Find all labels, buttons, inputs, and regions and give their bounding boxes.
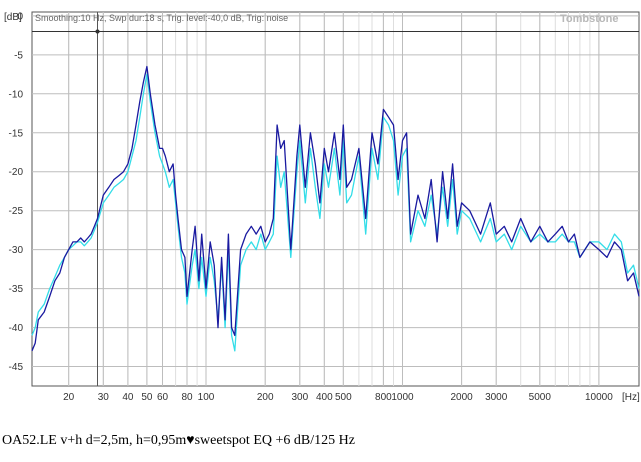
- y-tick-label: -45: [9, 362, 24, 373]
- y-tick-label: -5: [14, 50, 23, 61]
- tick-labels: 20 30 40 50 60 80 100 200 300 400 500 800 1000 2000 30…: [9, 11, 614, 403]
- markers: [32, 12, 639, 386]
- y-tick-label: -25: [9, 206, 24, 217]
- series-lines: [31, 65, 640, 352]
- x-tick-label: 3000: [485, 392, 508, 403]
- x-tick-label: 50: [141, 392, 153, 403]
- cursor-marker[interactable]: [95, 29, 100, 34]
- x-unit-label: [Hz]: [622, 392, 640, 403]
- x-tick-label: 30: [98, 392, 110, 403]
- x-tick-label: 300: [291, 392, 308, 403]
- grid: [32, 12, 639, 386]
- x-tick-label: 800: [375, 392, 392, 403]
- x-tick-label: 500: [335, 392, 352, 403]
- series-line-2: [31, 73, 640, 352]
- x-tick-label: 60: [157, 392, 169, 403]
- y-tick-label: -20: [9, 167, 24, 178]
- x-tick-label: 200: [257, 392, 274, 403]
- series-line-1: [31, 65, 640, 352]
- x-tick-label: 5000: [529, 392, 552, 403]
- y-tick-label: 0: [17, 11, 23, 22]
- watermark: Tombstone: [560, 13, 618, 25]
- x-tick-label: 100: [198, 392, 215, 403]
- x-tick-label: 80: [181, 392, 193, 403]
- y-unit-label: [dB]: [4, 12, 22, 23]
- y-tick-label: -35: [9, 284, 24, 295]
- x-tick-label: 2000: [450, 392, 473, 403]
- x-tick-label: 400: [316, 392, 333, 403]
- y-tick-label: -30: [9, 245, 24, 256]
- x-tick-label: 10000: [585, 392, 613, 403]
- measurement-caption: OA52.LE v+h d=2,5m, h=0,95m♥sweetspot EQ…: [2, 433, 355, 448]
- y-tick-label: -10: [9, 89, 24, 100]
- plot-area: [31, 11, 640, 387]
- y-tick-label: -40: [9, 323, 24, 334]
- x-tick-label: 20: [63, 392, 75, 403]
- x-tick-label: 40: [122, 392, 134, 403]
- y-tick-label: -15: [9, 128, 24, 139]
- frequency-response-chart: 20 30 40 50 60 80 100 200 300 400 500 800 1000 2000 30…: [4, 11, 640, 403]
- x-tick-label: 1000: [391, 392, 414, 403]
- measurement-info: Smoothing:10 Hz, Swp dur:18 s, Trig. lev…: [35, 13, 288, 23]
